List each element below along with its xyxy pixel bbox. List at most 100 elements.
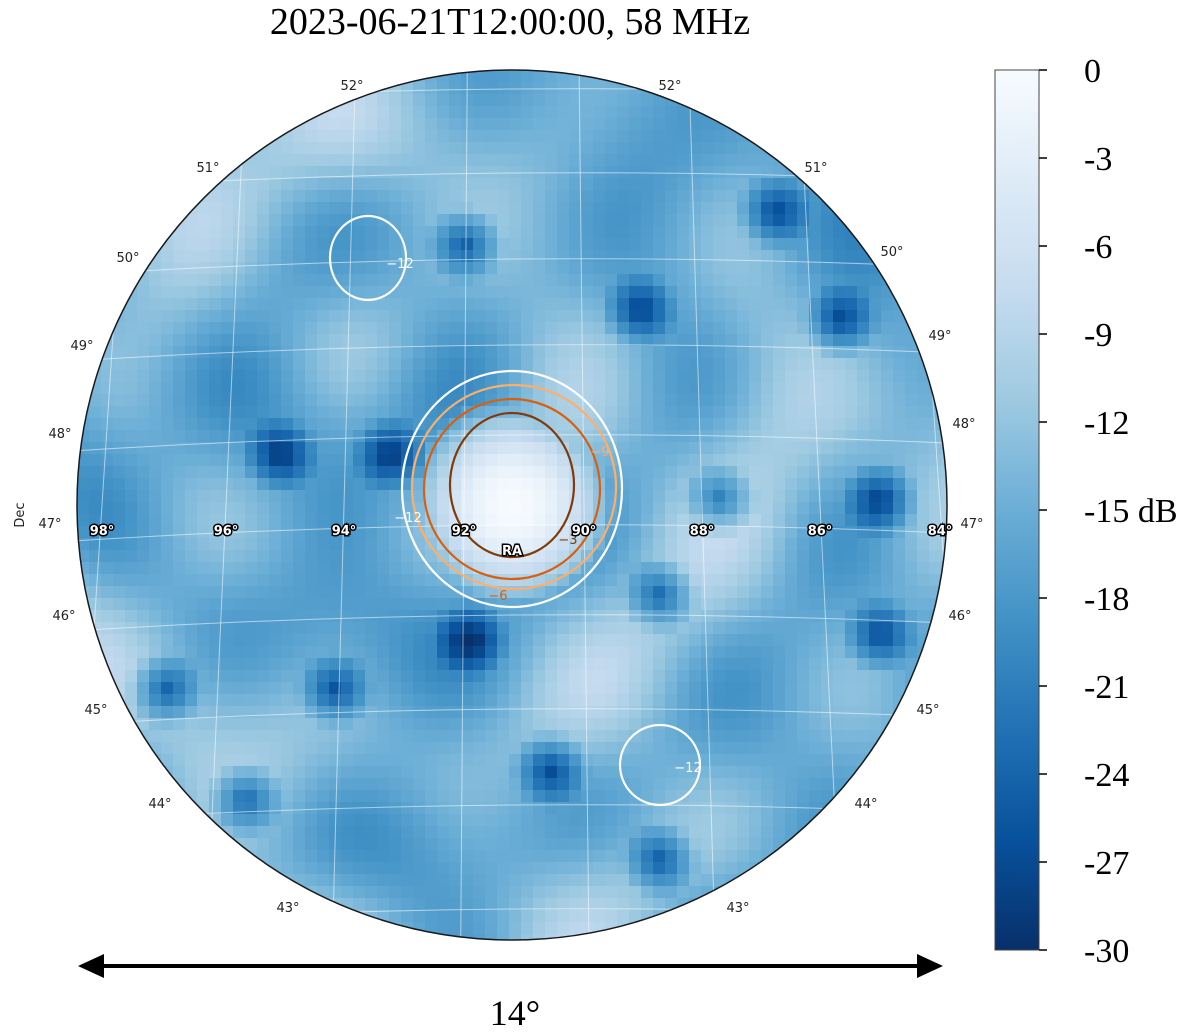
heatmap-cell [89, 430, 102, 443]
heatmap-cell [485, 826, 498, 839]
heatmap-cell [509, 490, 522, 503]
heatmap-cell [305, 634, 318, 647]
heatmap-cell [437, 298, 450, 311]
heatmap-cell [581, 634, 594, 647]
heatmap-cell [341, 622, 354, 635]
heatmap-cell [797, 502, 810, 515]
heatmap-cell [533, 166, 546, 179]
heatmap-cell [269, 802, 282, 815]
heatmap-cell [725, 634, 738, 647]
heatmap-cell [533, 106, 546, 119]
heatmap-cell [653, 598, 666, 611]
heatmap-cell [209, 526, 222, 539]
heatmap-cell [869, 418, 882, 431]
heatmap-cell [701, 322, 714, 335]
heatmap-cell [149, 550, 162, 563]
heatmap-cell [365, 670, 378, 683]
heatmap-cell [737, 694, 750, 707]
heatmap-cell [773, 814, 786, 827]
heatmap-cell [509, 574, 522, 587]
heatmap-cell [773, 418, 786, 431]
heatmap-cell [449, 538, 462, 551]
heatmap-cell [425, 910, 438, 923]
heatmap-cell [437, 658, 450, 671]
heatmap-cell [197, 766, 210, 779]
heatmap-cell [377, 862, 390, 875]
heatmap-cell [497, 130, 510, 143]
heatmap-cell [389, 802, 402, 815]
heatmap-cell [221, 682, 234, 695]
heatmap-cell [425, 622, 438, 635]
heatmap-cell [557, 898, 570, 911]
heatmap-cell [329, 730, 342, 743]
heatmap-cell [257, 778, 270, 791]
heatmap-cell [485, 718, 498, 731]
heatmap-cell [713, 622, 726, 635]
heatmap-cell [677, 874, 690, 887]
heatmap-cell [281, 226, 294, 239]
heatmap-cell [317, 754, 330, 767]
heatmap-cell [449, 814, 462, 827]
heatmap-cell [617, 370, 630, 383]
heatmap-cell [269, 754, 282, 767]
heatmap-cell [641, 442, 654, 455]
heatmap-cell [365, 250, 378, 263]
heatmap-cell [341, 106, 354, 119]
heatmap-cell [557, 106, 570, 119]
heatmap-cell [437, 670, 450, 683]
heatmap-cell [569, 610, 582, 623]
heatmap-cell [293, 850, 306, 863]
heatmap-cell [713, 838, 726, 851]
heatmap-cell [377, 778, 390, 791]
heatmap-cell [353, 250, 366, 263]
heatmap-cell [197, 550, 210, 563]
heatmap-cell [305, 214, 318, 227]
heatmap-cell [869, 358, 882, 371]
heatmap-cell [197, 574, 210, 587]
heatmap-cell [497, 286, 510, 299]
heatmap-cell [593, 886, 606, 899]
heatmap-cell [869, 298, 882, 311]
heatmap-cell [569, 778, 582, 791]
heatmap-cell [257, 202, 270, 215]
heatmap-cell [665, 166, 678, 179]
heatmap-cell [497, 418, 510, 431]
heatmap-cell [917, 430, 930, 443]
heatmap-cell [245, 730, 258, 743]
heatmap-cell [761, 694, 774, 707]
heatmap-cell [785, 610, 798, 623]
heatmap-cell [593, 226, 606, 239]
heatmap-cell [413, 154, 426, 167]
heatmap-cell [257, 190, 270, 203]
heatmap-cell [809, 442, 822, 455]
ra-gridline [460, 70, 468, 940]
heatmap-cell [293, 490, 306, 503]
heatmap-cell [797, 682, 810, 695]
colorbar-tick-label: -6 [1084, 229, 1112, 266]
heatmap-cell [689, 886, 702, 899]
heatmap-cell [365, 106, 378, 119]
heatmap-cell [401, 814, 414, 827]
heatmap-cell [653, 394, 666, 407]
heatmap-cell [305, 502, 318, 515]
heatmap-cell [317, 178, 330, 191]
heatmap-cell [197, 214, 210, 227]
heatmap-cell [437, 682, 450, 695]
heatmap-cell [893, 478, 906, 491]
heatmap-cell [137, 550, 150, 563]
heatmap-cell [701, 550, 714, 563]
heatmap-cell [209, 610, 222, 623]
heatmap-cell [449, 394, 462, 407]
heatmap-cell [521, 442, 534, 455]
heatmap-cell [749, 310, 762, 323]
heatmap-cell [425, 418, 438, 431]
heatmap-cell [701, 706, 714, 719]
heatmap-cell [161, 586, 174, 599]
dec-tick-label: 46° [948, 609, 971, 624]
heatmap-cell [869, 658, 882, 671]
heatmap-cell [833, 538, 846, 551]
heatmap-cell [473, 262, 486, 275]
heatmap-cell [593, 214, 606, 227]
heatmap-cell [401, 730, 414, 743]
heatmap-cell [281, 814, 294, 827]
